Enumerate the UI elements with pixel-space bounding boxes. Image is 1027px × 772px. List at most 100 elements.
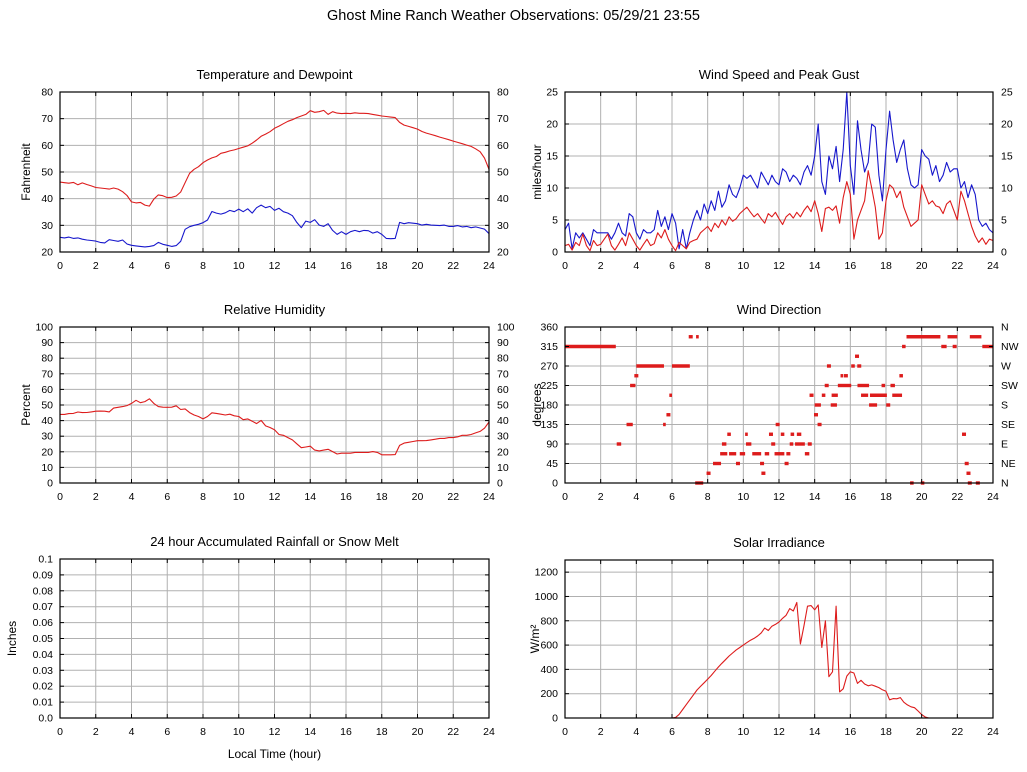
svg-text:0: 0 (497, 478, 503, 490)
svg-text:16: 16 (340, 726, 352, 738)
svg-text:0: 0 (552, 713, 558, 725)
svg-text:0: 0 (47, 478, 53, 490)
svg-text:50: 50 (497, 167, 509, 179)
svg-text:16: 16 (340, 491, 352, 503)
svg-text:6: 6 (669, 726, 675, 738)
svg-text:60: 60 (41, 384, 53, 396)
svg-text:4: 4 (633, 726, 639, 738)
svg-text:12: 12 (773, 491, 785, 503)
svg-text:8: 8 (200, 260, 206, 272)
hum-title: Relative Humidity (224, 302, 326, 317)
svg-text:14: 14 (809, 260, 821, 272)
wdir-plot-area: Wind Direction04590135180225270315360NNE… (530, 302, 1019, 503)
svg-text:10: 10 (233, 260, 245, 272)
svg-text:22: 22 (951, 260, 963, 272)
temp-ylabel: Fahrenheit (19, 143, 33, 201)
svg-text:60: 60 (41, 140, 53, 152)
wind-xtick-labels: 0 2 4 6 8 10 12 14 16 18 20 22 24 (562, 260, 999, 272)
svg-text:0: 0 (57, 726, 63, 738)
rain-ylabel: Inches (5, 621, 19, 656)
svg-text:16: 16 (844, 260, 856, 272)
svg-text:18: 18 (376, 260, 388, 272)
svg-text:135: 135 (540, 419, 558, 431)
svg-text:10: 10 (41, 462, 53, 474)
solar-grid (565, 560, 993, 718)
wdir-right-labels: N NE E SE S SW W NW N (1001, 322, 1019, 490)
svg-text:80: 80 (41, 353, 53, 365)
svg-text:12: 12 (269, 260, 281, 272)
svg-text:N: N (1001, 322, 1009, 334)
svg-text:70: 70 (497, 113, 509, 125)
svg-text:E: E (1001, 439, 1008, 451)
svg-text:20: 20 (412, 260, 424, 272)
solar-tick-marks (564, 560, 994, 719)
svg-text:10: 10 (497, 462, 509, 474)
svg-text:0.0: 0.0 (38, 713, 53, 725)
svg-text:600: 600 (540, 640, 558, 652)
svg-text:30: 30 (41, 220, 53, 232)
wdir-ytick-labels: 0 45 90 135 180 225 270 315 360 (540, 322, 558, 490)
svg-text:16: 16 (844, 491, 856, 503)
svg-text:4: 4 (633, 260, 639, 272)
svg-text:14: 14 (304, 491, 316, 503)
hum-ytick-labels: 0 10 20 30 40 50 60 70 80 90 100 (35, 322, 53, 490)
svg-text:2: 2 (93, 726, 99, 738)
svg-text:10: 10 (1001, 183, 1013, 195)
svg-text:40: 40 (497, 193, 509, 205)
wind-ylabel: miles/hour (530, 144, 544, 199)
svg-text:6: 6 (164, 726, 170, 738)
svg-text:24: 24 (483, 491, 495, 503)
svg-text:0.01: 0.01 (33, 697, 54, 709)
svg-text:200: 200 (540, 688, 558, 700)
hum-plot-area: Relative Humidity01020304050607080901000… (19, 302, 515, 503)
svg-text:18: 18 (376, 726, 388, 738)
svg-text:14: 14 (809, 491, 821, 503)
svg-text:2: 2 (93, 491, 99, 503)
wind-speed-line (564, 170, 994, 252)
svg-text:22: 22 (951, 726, 963, 738)
svg-text:1000: 1000 (535, 591, 559, 603)
svg-text:0.09: 0.09 (33, 569, 54, 581)
wind-title: Wind Speed and Peak Gust (699, 67, 860, 82)
svg-text:24: 24 (987, 491, 999, 503)
svg-text:8: 8 (705, 491, 711, 503)
svg-text:30: 30 (497, 431, 509, 443)
svg-text:80: 80 (497, 353, 509, 365)
svg-text:22: 22 (951, 491, 963, 503)
svg-text:22: 22 (447, 491, 459, 503)
svg-text:5: 5 (552, 215, 558, 227)
temp-right-labels: 20 30 40 50 60 70 80 (497, 87, 509, 259)
hum-tick-marks (59, 326, 490, 484)
svg-text:18: 18 (880, 726, 892, 738)
wdir-tick-marks (564, 326, 994, 484)
svg-text:25: 25 (546, 87, 558, 99)
chart-relative-humidity: Relative Humidity 0 10 20 30 40 50 60 70 80 90 100 0… (0, 290, 522, 521)
svg-text:30: 30 (41, 431, 53, 443)
svg-text:0: 0 (57, 260, 63, 272)
svg-text:0: 0 (562, 726, 568, 738)
chart-rainfall: 24 hour Accumulated Rainfall or Snow Mel… (0, 522, 522, 772)
svg-text:20: 20 (412, 726, 424, 738)
svg-text:4: 4 (129, 726, 135, 738)
svg-text:80: 80 (41, 87, 53, 99)
svg-text:24: 24 (483, 726, 495, 738)
svg-text:14: 14 (304, 726, 316, 738)
svg-text:40: 40 (497, 415, 509, 427)
svg-text:0.06: 0.06 (33, 617, 54, 629)
rain-title: 24 hour Accumulated Rainfall or Snow Mel… (150, 534, 399, 549)
svg-text:6: 6 (164, 260, 170, 272)
svg-text:4: 4 (633, 491, 639, 503)
svg-text:16: 16 (340, 260, 352, 272)
rain-grid (60, 559, 489, 718)
solar-ytick-labels: 0 200 400 600 800 1000 1200 (535, 567, 559, 725)
svg-text:50: 50 (497, 400, 509, 412)
svg-text:0.04: 0.04 (33, 649, 54, 661)
wind-direction-points (565, 335, 993, 485)
hum-xtick-labels: 0 2 4 6 8 10 12 14 16 18 20 22 24 (57, 491, 495, 503)
svg-text:20: 20 (41, 446, 53, 458)
chart-wind-speed-gust: Wind Speed and Peak Gust 0 5 10 15 20 25 0 5 10 15… (505, 55, 1027, 290)
svg-text:10: 10 (737, 726, 749, 738)
svg-text:45: 45 (546, 458, 558, 470)
